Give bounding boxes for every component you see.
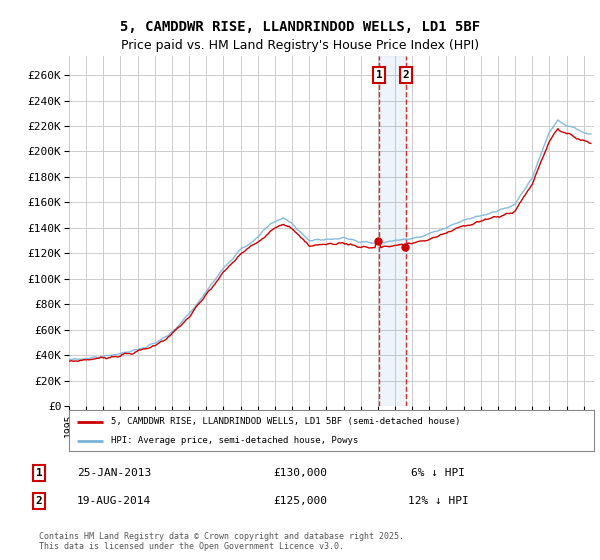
Text: 1: 1 xyxy=(376,70,382,80)
Text: Contains HM Land Registry data © Crown copyright and database right 2025.
This d: Contains HM Land Registry data © Crown c… xyxy=(39,532,404,552)
Bar xyxy=(379,56,406,406)
Text: 12% ↓ HPI: 12% ↓ HPI xyxy=(407,496,469,506)
Text: 5, CAMDDWR RISE, LLANDRINDOD WELLS, LD1 5BF: 5, CAMDDWR RISE, LLANDRINDOD WELLS, LD1 … xyxy=(120,20,480,34)
Text: 1: 1 xyxy=(35,468,43,478)
Text: 6% ↓ HPI: 6% ↓ HPI xyxy=(411,468,465,478)
Text: Price paid vs. HM Land Registry's House Price Index (HPI): Price paid vs. HM Land Registry's House … xyxy=(121,39,479,52)
Text: £125,000: £125,000 xyxy=(273,496,327,506)
Text: £130,000: £130,000 xyxy=(273,468,327,478)
Text: 2: 2 xyxy=(403,70,409,80)
Text: HPI: Average price, semi-detached house, Powys: HPI: Average price, semi-detached house,… xyxy=(111,436,358,445)
Text: 5, CAMDDWR RISE, LLANDRINDOD WELLS, LD1 5BF (semi-detached house): 5, CAMDDWR RISE, LLANDRINDOD WELLS, LD1 … xyxy=(111,417,460,426)
Text: 19-AUG-2014: 19-AUG-2014 xyxy=(77,496,151,506)
Text: 25-JAN-2013: 25-JAN-2013 xyxy=(77,468,151,478)
Text: 2: 2 xyxy=(35,496,43,506)
